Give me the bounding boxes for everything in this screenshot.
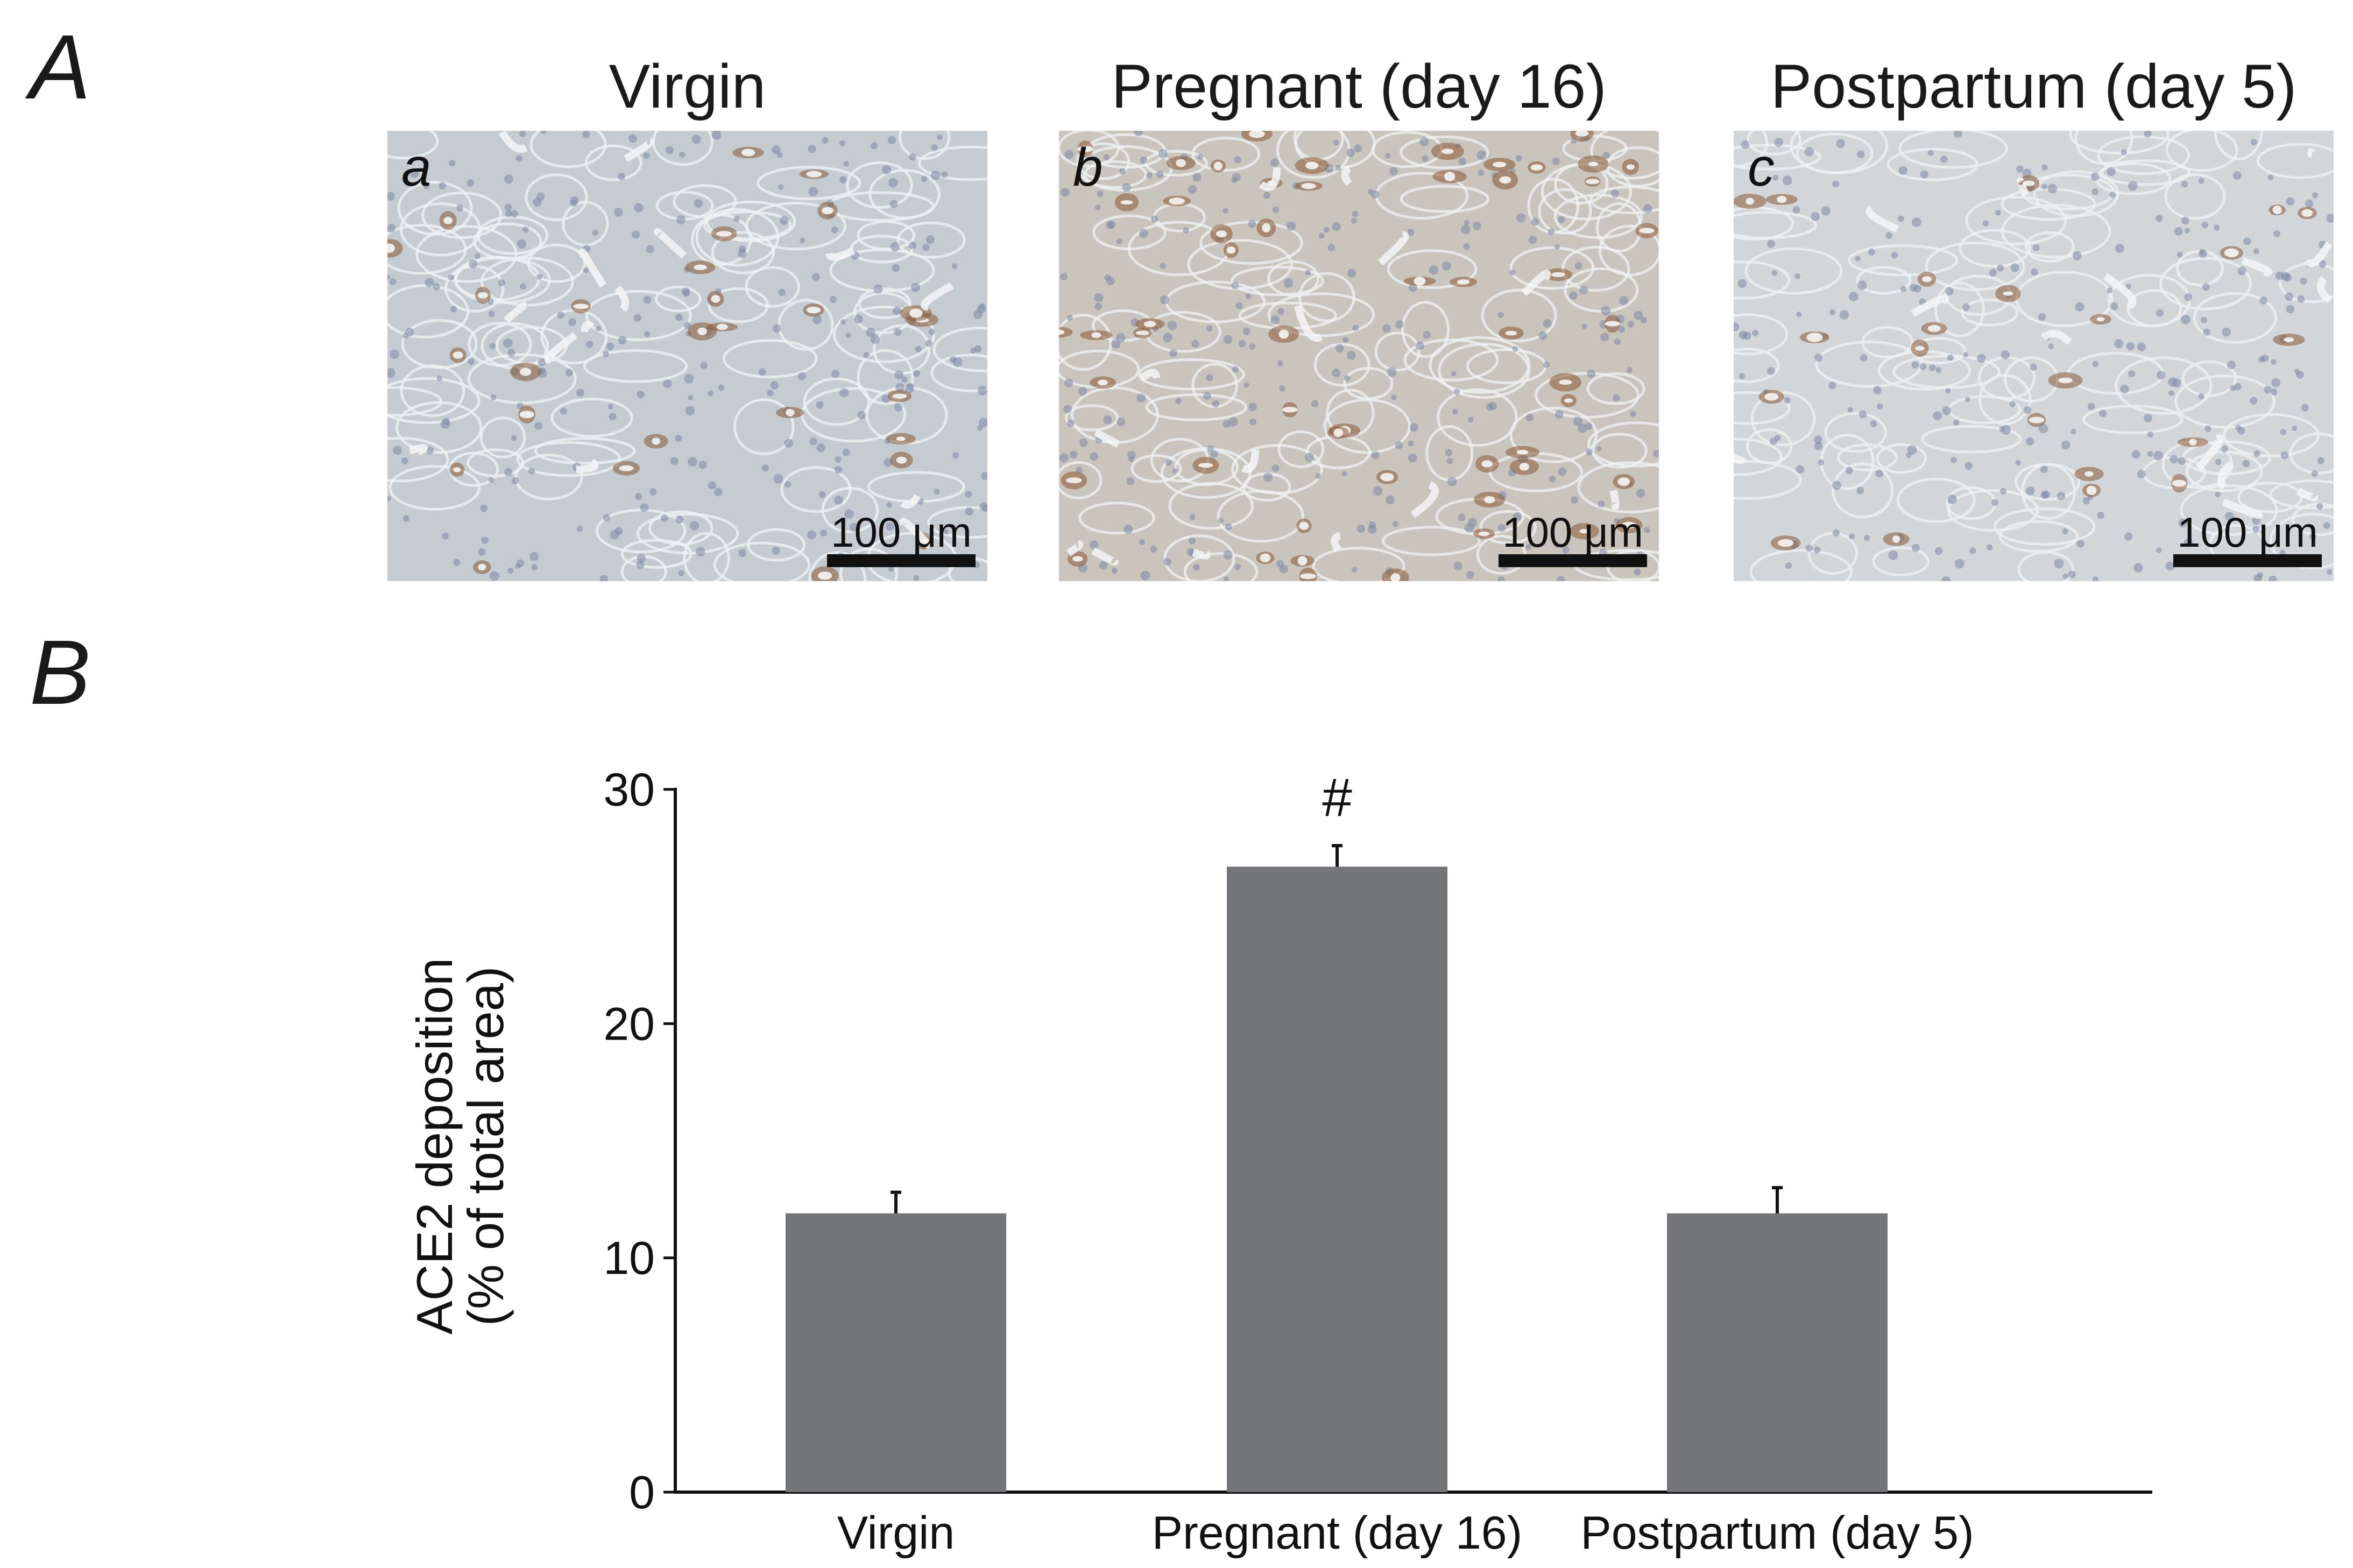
x-tick-label: Postpartum (day 5) <box>1580 1507 1974 1559</box>
bar <box>1227 866 1447 1492</box>
scale-bar-label: 100 μm <box>2177 508 2318 556</box>
micrograph-postpartum: c 100 μm <box>1734 131 2334 581</box>
x-tick-label: Virgin <box>837 1507 955 1559</box>
y-axis-label-line: (% of total area) <box>457 966 514 1326</box>
tissue-texture <box>387 131 987 581</box>
y-tick-label: 30 <box>603 764 655 816</box>
y-tick-label: 20 <box>603 998 655 1050</box>
bar <box>786 1213 1006 1492</box>
column-title-pregnant: Pregnant (day 16) <box>1111 52 1607 121</box>
micrograph-sub-letter: c <box>1748 137 1775 197</box>
significance-marker: # <box>1322 767 1352 828</box>
y-tick-label: 10 <box>603 1233 655 1284</box>
scale-bar <box>1499 554 1647 567</box>
micrograph-pregnant: b 100 μm <box>1059 131 1659 581</box>
column-title-postpartum: Postpartum (day 5) <box>1770 52 2297 121</box>
bar <box>1667 1213 1888 1492</box>
scale-bar-label: 100 μm <box>831 508 972 556</box>
scale-bar <box>827 554 976 567</box>
micrograph-sub-letter: a <box>401 137 432 197</box>
scale-bar-label: 100 μm <box>1502 508 1643 556</box>
y-tick-label: 0 <box>629 1467 655 1518</box>
x-tick-label: Pregnant (day 16) <box>1152 1507 1522 1559</box>
tissue-texture <box>1734 131 2334 581</box>
panel-a-letter: A <box>30 16 91 118</box>
micrograph-sub-letter: b <box>1073 137 1103 197</box>
panel-b-letter: B <box>30 621 91 724</box>
y-axis-label-line: ACE2 deposition <box>406 958 463 1334</box>
column-title-virgin: Virgin <box>609 52 766 121</box>
micrograph-virgin: a 100 μm <box>387 131 987 581</box>
tissue-texture <box>1059 131 1659 581</box>
scale-bar <box>2173 554 2322 567</box>
